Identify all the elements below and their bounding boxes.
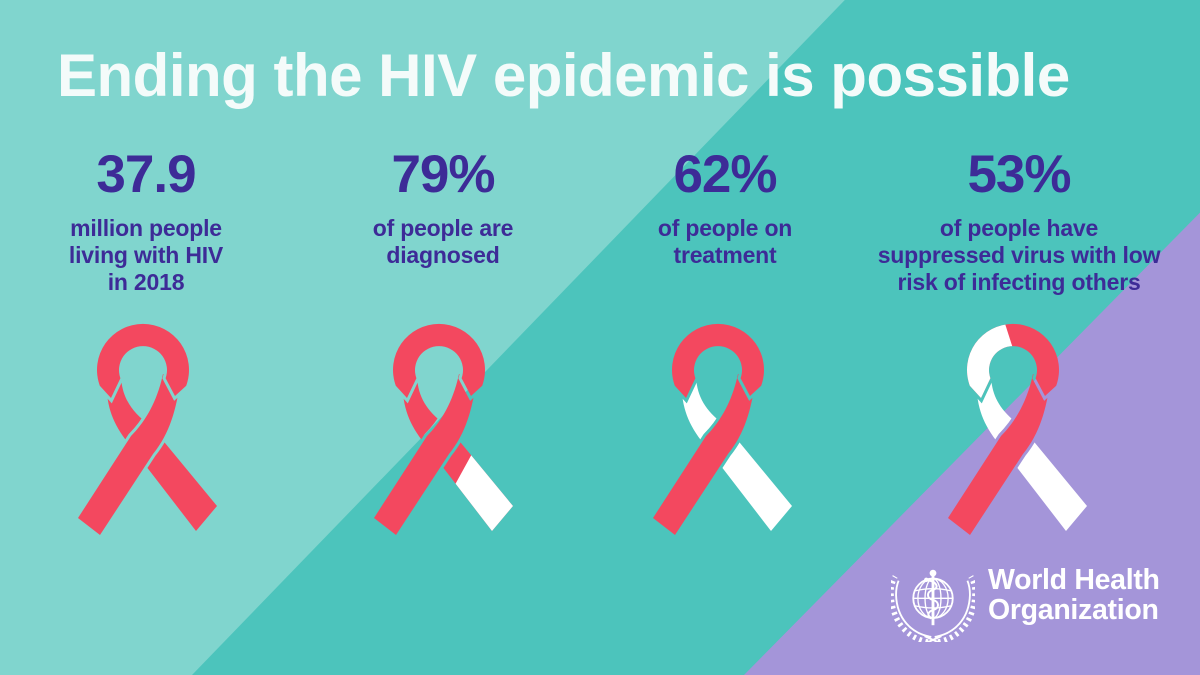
stat-column-diagnosed: 79% of people are diagnosed <box>293 148 593 269</box>
aids-ribbon-icon <box>78 323 217 535</box>
stat-column-suppressed-virus: 53% of people have suppressed virus with… <box>869 148 1169 296</box>
stat-label-line: of people on <box>657 215 793 241</box>
stat-label: of people are diagnosed <box>293 215 593 269</box>
stat-value: 79% <box>391 145 495 204</box>
headline: Ending the HIV epidemic is possible <box>57 42 1070 109</box>
stat-label-line: living with HIV <box>68 242 224 268</box>
stat-label-line: risk of infecting others <box>897 269 1141 295</box>
stat-label-line: suppressed virus with low <box>877 242 1161 268</box>
stat-label-line: of people are <box>372 215 514 241</box>
who-emblem-icon <box>891 569 975 642</box>
stat-label-line: treatment <box>673 242 777 268</box>
who-wordmark: World Health Organization <box>988 564 1160 626</box>
stat-label-line: of people have <box>939 215 1099 241</box>
stat-label: of people on treatment <box>575 215 875 269</box>
stat-value: 62% <box>673 145 777 204</box>
stat-label: of people have suppressed virus with low… <box>869 215 1169 296</box>
stat-column-living-with-hiv: 37.9 million people living with HIV in 2… <box>0 148 296 296</box>
aids-ribbon-icon <box>948 323 1087 535</box>
stat-label: million people living with HIV in 2018 <box>0 215 296 296</box>
who-logo: World Health Organization <box>891 558 1160 642</box>
stat-value: 53% <box>967 145 1071 204</box>
aids-ribbon-icon <box>653 323 792 535</box>
who-wordmark-line: Organization <box>988 593 1159 626</box>
stat-column-treatment: 62% of people on treatment <box>575 148 875 269</box>
stat-value: 37.9 <box>96 145 196 204</box>
aids-ribbon-icon <box>374 323 513 535</box>
who-wordmark-line: World Health <box>988 564 1160 596</box>
stat-label-line: in 2018 <box>107 269 185 295</box>
stat-label-line: million people <box>70 215 222 241</box>
stat-label-line: diagnosed <box>386 242 500 268</box>
